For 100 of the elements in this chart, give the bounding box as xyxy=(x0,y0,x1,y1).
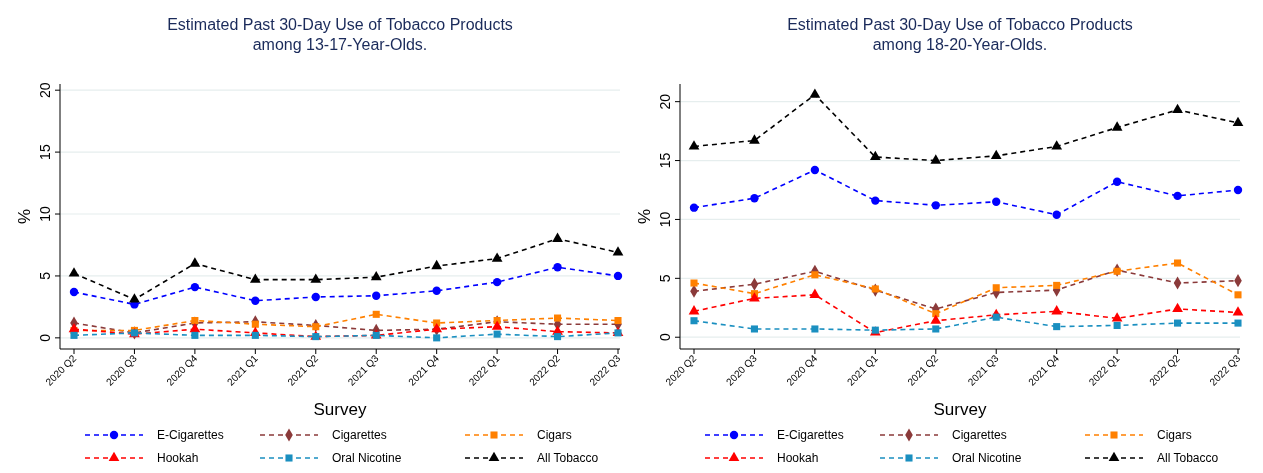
point xyxy=(1052,210,1061,219)
y-tick-label: 5 xyxy=(657,274,673,283)
point xyxy=(1051,305,1063,315)
y-tick-label: 0 xyxy=(37,333,53,342)
point xyxy=(992,313,1000,321)
point xyxy=(930,314,942,324)
y-tick-label: 20 xyxy=(657,93,673,110)
legend-label: Cigars xyxy=(537,428,572,442)
chart-title: Estimated Past 30-Day Use of Tobacco Products among 13-17-Year-Olds. xyxy=(167,16,513,53)
point xyxy=(312,323,320,331)
point xyxy=(750,194,759,203)
point xyxy=(310,273,322,283)
legend-label: Cigarettes xyxy=(952,428,1007,442)
point xyxy=(990,149,1002,159)
point xyxy=(871,285,879,293)
y-tick-label: 10 xyxy=(37,206,53,222)
point xyxy=(554,314,562,322)
point xyxy=(749,134,760,144)
legend-label: Oral Nicotine xyxy=(952,451,1022,465)
point xyxy=(370,270,382,281)
point xyxy=(251,331,259,339)
y-tick-label: 10 xyxy=(657,211,673,228)
point xyxy=(1112,177,1122,186)
point xyxy=(554,333,562,341)
legend-label: E-Cigarettes xyxy=(157,428,224,442)
point xyxy=(1174,259,1182,267)
point xyxy=(992,197,1001,206)
point xyxy=(688,140,700,150)
point xyxy=(614,316,622,325)
legend-label: All Tobacco xyxy=(537,451,599,465)
legend-label: Cigarettes xyxy=(332,428,387,442)
point xyxy=(869,150,881,161)
point xyxy=(1232,116,1244,126)
y-axis-title: % xyxy=(635,208,654,225)
point xyxy=(932,310,940,318)
point xyxy=(1172,103,1183,114)
point xyxy=(809,288,821,298)
point xyxy=(69,287,79,297)
point xyxy=(491,320,503,330)
point xyxy=(129,293,140,303)
point xyxy=(1234,319,1242,327)
point xyxy=(811,271,819,279)
point xyxy=(930,154,942,164)
y-tick-label: 0 xyxy=(657,333,673,342)
legend-label: All Tobacco xyxy=(1157,451,1219,465)
point xyxy=(612,246,624,256)
chart-title: Estimated Past 30-Day Use of Tobacco Products among 18-20-Year-Olds. xyxy=(787,16,1133,53)
point xyxy=(1172,302,1183,313)
point xyxy=(689,203,699,212)
point xyxy=(932,325,940,333)
point xyxy=(372,291,381,300)
point xyxy=(372,310,380,318)
x-axis-title: Survey xyxy=(933,400,987,419)
point xyxy=(690,317,698,325)
point xyxy=(811,325,819,333)
point xyxy=(1233,185,1243,195)
y-tick-label: 15 xyxy=(657,152,673,169)
point xyxy=(1173,191,1182,201)
legend-label: Cigars xyxy=(1157,428,1192,442)
legend-label: E-Cigarettes xyxy=(777,428,844,442)
point xyxy=(251,296,260,305)
point xyxy=(688,305,700,315)
point xyxy=(1111,312,1123,322)
legend-label: Hookah xyxy=(157,451,199,465)
point xyxy=(871,196,880,205)
point xyxy=(553,263,562,272)
point xyxy=(1174,319,1182,327)
point xyxy=(189,257,201,267)
point xyxy=(433,334,441,342)
point xyxy=(190,282,200,292)
y-axis-title: % xyxy=(15,208,34,225)
point xyxy=(1111,121,1123,131)
point xyxy=(191,316,199,325)
point xyxy=(68,322,80,333)
point xyxy=(1051,140,1063,150)
point xyxy=(68,267,80,277)
point xyxy=(1113,321,1121,329)
point xyxy=(749,292,760,302)
point xyxy=(70,331,78,339)
point xyxy=(493,330,501,338)
point xyxy=(809,88,821,98)
point xyxy=(311,292,320,302)
point xyxy=(613,271,623,281)
point xyxy=(492,277,502,287)
y-tick-label: 20 xyxy=(37,82,53,98)
legend-label: Oral Nicotine xyxy=(332,451,402,465)
point xyxy=(1234,291,1242,299)
point xyxy=(249,273,261,283)
point xyxy=(931,201,940,210)
y-tick-label: 15 xyxy=(37,144,53,160)
point xyxy=(191,331,199,339)
point xyxy=(992,284,1000,292)
point xyxy=(750,325,758,333)
point xyxy=(1053,323,1061,331)
legend-label: Hookah xyxy=(777,451,819,465)
point xyxy=(1113,267,1121,275)
point xyxy=(491,252,503,262)
point xyxy=(1232,306,1244,316)
y-tick-label: 5 xyxy=(37,271,53,280)
x-axis-title: Survey xyxy=(313,400,367,419)
